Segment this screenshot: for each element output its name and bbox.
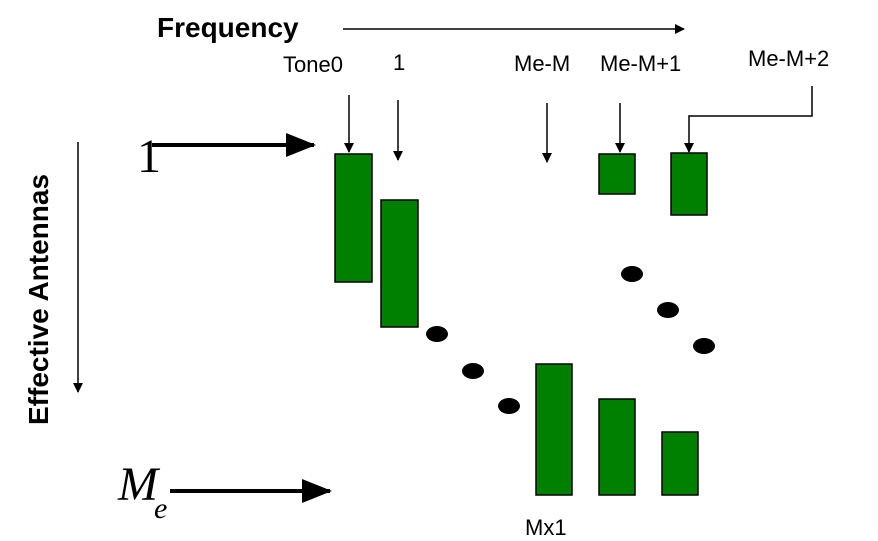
tone-me-m2-label: Me-M+2 [748,46,829,71]
tone-me-m-label: Me-M [514,51,570,76]
matrix-block-tone-me-m1-top [598,153,636,195]
tone-me-m1-label: Me-M+1 [600,51,681,76]
ellipsis-dot-2 [462,363,484,379]
ellipsis-dot-3 [498,398,520,414]
effective-antennas-label: Effective Antennas [23,174,54,425]
matrix-block-tone-me-m2-top [670,152,708,216]
matrix-block-tone-me-m [535,363,573,496]
ellipsis-dot-6 [693,338,715,354]
ellipsis-dot-4 [621,266,643,282]
matrix-block-tone-me-m1-bottom [598,398,636,496]
matrix-size-label: Mx1 [525,515,567,540]
tone0-label: Tone0 [283,52,343,77]
row-first-label: 1 [137,130,161,183]
row-last-label-subscript: e [154,492,167,525]
frequency-label: Frequency [157,12,299,43]
matrix-block-tone-me-m2-bottom [661,431,699,496]
matrix-block-tone0 [334,153,373,283]
ellipsis-dot-5 [657,302,679,318]
matrix-block-tone1 [380,199,419,328]
tone-me-m2-pointer-arrow [684,86,813,153]
row-last-label: M [117,458,161,511]
tone1-label: 1 [393,50,405,75]
ellipsis-dot-1 [426,326,448,342]
